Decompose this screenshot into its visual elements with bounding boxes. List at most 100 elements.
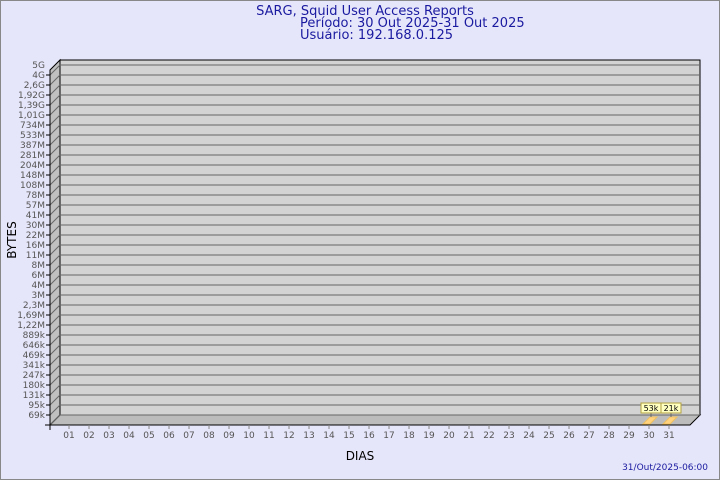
- y-tick-label: 387M: [20, 141, 45, 151]
- y-gridline-wall: [49, 64, 61, 76]
- x-tick-label: 17: [383, 431, 394, 441]
- y-gridline-wall: [49, 384, 61, 396]
- timestamp: 31/Out/2025-06:00: [622, 463, 708, 473]
- y-tick-label: 4G: [32, 71, 45, 81]
- y-gridline-wall: [49, 194, 61, 206]
- x-tick-label: 26: [563, 431, 575, 441]
- x-tick-label: 08: [203, 431, 215, 441]
- x-tick-label: 28: [603, 431, 615, 441]
- y-gridline-wall: [49, 394, 61, 406]
- y-tick-label: 22M: [26, 231, 45, 241]
- y-tick-label: 78M: [26, 191, 45, 201]
- y-tick-label: 8M: [32, 261, 46, 271]
- y-gridline-wall: [49, 354, 61, 366]
- chart-subtitle-period: Período: 30 Out 2025-31 Out 2025: [300, 16, 525, 31]
- y-tick-label: 180k: [23, 381, 46, 391]
- y-tick-label: 108M: [20, 181, 45, 191]
- x-tick-label: 25: [543, 431, 554, 441]
- y-gridline-wall: [49, 94, 61, 106]
- bar-day-31: [661, 416, 679, 425]
- y-gridline-wall: [49, 174, 61, 186]
- y-gridline-wall: [49, 204, 61, 216]
- x-tick-label: 23: [503, 431, 514, 441]
- x-tick-label: 13: [303, 431, 314, 441]
- y-tick-label: 41M: [26, 211, 45, 221]
- x-tick-label: 31: [663, 431, 674, 441]
- x-tick-label: 07: [183, 431, 194, 441]
- y-tick-label: 1,39G: [18, 101, 45, 111]
- y-gridline-wall: [49, 414, 61, 426]
- y-tick-label: 1,01G: [18, 111, 45, 121]
- y-gridline-wall: [49, 324, 61, 336]
- y-gridline-wall: [49, 154, 61, 166]
- y-gridline-wall: [49, 304, 61, 316]
- y-tick-label: 16M: [26, 241, 45, 251]
- y-gridline-wall: [49, 224, 61, 236]
- y-gridline-wall: [49, 144, 61, 156]
- y-axis-label: BYTES: [5, 221, 19, 258]
- y-gridline-wall: [49, 314, 61, 326]
- x-tick-label: 21: [463, 431, 474, 441]
- y-gridline-wall: [49, 344, 61, 356]
- x-tick-label: 20: [443, 431, 455, 441]
- y-gridline-wall: [49, 84, 61, 96]
- x-tick-label: 22: [483, 431, 494, 441]
- y-tick-label: 341k: [23, 361, 46, 371]
- y-tick-label: 281M: [20, 151, 45, 161]
- x-tick-label: 24: [523, 431, 535, 441]
- x-tick-label: 10: [243, 431, 255, 441]
- data-label-day-30: 53k: [644, 404, 659, 413]
- x-tick-label: 30: [643, 431, 655, 441]
- y-gridline-wall: [49, 374, 61, 386]
- x-tick-label: 05: [143, 431, 154, 441]
- y-tick-label: 646k: [23, 341, 46, 351]
- chart-subtitle-user: Usuário: 192.168.0.125: [300, 28, 453, 43]
- y-tick-label: 5G: [32, 61, 45, 71]
- y-tick-label: 57M: [26, 201, 45, 211]
- y-tick-label: 30M: [26, 221, 45, 231]
- y-gridline-wall: [49, 164, 61, 176]
- y-gridline-wall: [49, 104, 61, 116]
- y-gridline-wall: [49, 254, 61, 266]
- y-gridline-wall: [49, 234, 61, 246]
- y-gridline-wall: [49, 184, 61, 196]
- y-gridline-wall: [49, 124, 61, 136]
- x-tick-label: 16: [363, 431, 375, 441]
- y-tick-label: 889k: [23, 331, 46, 341]
- y-tick-label: 2,6G: [24, 81, 45, 91]
- y-tick-label: 148M: [20, 171, 45, 181]
- y-tick-label: 3M: [32, 291, 46, 301]
- y-gridline-wall: [49, 244, 61, 256]
- x-tick-label: 03: [103, 431, 114, 441]
- y-tick-label: 1,22M: [17, 321, 45, 331]
- y-gridline-wall: [49, 404, 61, 416]
- y-gridline-wall: [49, 214, 61, 226]
- y-tick-label: 131k: [23, 391, 46, 401]
- y-gridline-wall: [49, 114, 61, 126]
- y-gridline-wall: [49, 334, 61, 346]
- y-gridline-wall: [49, 74, 61, 86]
- y-tick-label: 469k: [23, 351, 46, 361]
- y-tick-label: 204M: [20, 161, 45, 171]
- x-tick-label: 18: [403, 431, 415, 441]
- y-gridline-wall: [49, 134, 61, 146]
- data-label-day-31: 21k: [664, 404, 679, 413]
- x-axis-label: DIAS: [346, 449, 375, 463]
- x-tick-label: 12: [283, 431, 294, 441]
- y-tick-label: 533M: [20, 131, 45, 141]
- y-tick-label: 4M: [32, 281, 46, 291]
- y-gridline-wall: [49, 274, 61, 286]
- bar-day-30: [641, 416, 659, 425]
- x-tick-label: 15: [343, 431, 354, 441]
- y-gridline-wall: [49, 364, 61, 376]
- plot-area: 5G4G2,6G1,92G1,39G1,01G734M533M387M281M2…: [17, 58, 702, 441]
- data-label-box: [660, 402, 682, 414]
- x-tick-label: 19: [423, 431, 435, 441]
- x-tick-label: 04: [123, 431, 135, 441]
- y-tick-label: 6M: [32, 271, 46, 281]
- x-tick-label: 27: [583, 431, 594, 441]
- x-tick-label: 29: [623, 431, 635, 441]
- x-tick-label: 14: [323, 431, 335, 441]
